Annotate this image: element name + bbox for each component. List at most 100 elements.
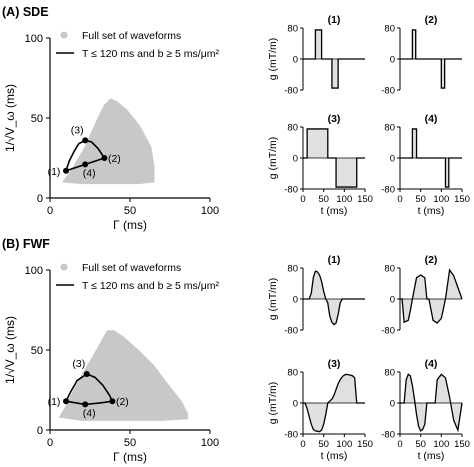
waveform-label: (3) (328, 113, 341, 125)
waveform-label: (4) (425, 358, 438, 370)
waveform-fill (303, 271, 365, 325)
waveform-line (400, 128, 462, 188)
waveform-line (303, 128, 365, 188)
y-tick-label: 80 (384, 264, 395, 275)
x-tick-label: 150 (357, 439, 373, 450)
waveform-grid-A: 800-80(1)g (mT/m)800-80(2)800-800 50 100 15… (267, 14, 470, 217)
y-tick-label: 100 (25, 33, 43, 45)
y-tick-label: 0 (293, 154, 298, 165)
y-tick-label: -80 (284, 86, 298, 97)
x-tick-label: 50 (415, 194, 426, 205)
point-label: (2) (116, 396, 129, 408)
panel-heading-text: (B) FWF (2, 237, 50, 251)
waveform-label: (1) (328, 254, 341, 266)
y-tick-label: 0 (37, 193, 43, 205)
legend-label-selected: T ≤ 120 ms and b ≥ 5 ms/μm² (82, 48, 220, 60)
x-tick-label: 0 (47, 437, 53, 449)
x-axis-label: Γ (ms) (113, 450, 147, 464)
legend-label-full-set: Full set of waveforms (82, 30, 181, 42)
legend: Full set of waveforms T ≤ 120 ms and b ≥ … (56, 30, 220, 60)
waveform-fill (303, 128, 365, 188)
selected-point (63, 167, 69, 174)
y-tick-label: 80 (384, 123, 395, 134)
selected-point (83, 371, 90, 377)
x-tick-label: 0 (300, 439, 305, 450)
waveform-plot: 80 0 -80 (2) (381, 254, 463, 337)
x-tick-label: 100 (336, 194, 352, 205)
point-label: (3) (71, 124, 84, 136)
waveform-label: (2) (425, 254, 438, 266)
y-tick-label: 0 (293, 399, 298, 410)
waveform-label: (3) (328, 358, 341, 370)
y-tick-label: 0 (293, 55, 298, 66)
x-tick-label: 50 (318, 194, 329, 205)
waveform-label: (2) (425, 14, 438, 26)
selected-point (101, 155, 108, 161)
legend-label-full-set: Full set of waveforms (82, 262, 181, 274)
waveform-plot: 80 0 -80 (1) g (mT/m) (267, 14, 365, 97)
full-set-region (61, 98, 155, 185)
x-tick-label: 50 (415, 439, 426, 450)
panel-heading-text: (A) SDE (2, 5, 49, 19)
waveform-plot: 80 0 -80 (2) (381, 14, 462, 97)
y-tick-label: -80 (381, 86, 395, 97)
y-axis-label: g (mT/m) (267, 278, 279, 321)
y-tick-label: 0 (293, 295, 298, 306)
y-axis-label: 1/√V_ω (ms) (3, 316, 17, 384)
waveform-line (303, 373, 365, 433)
y-axis-label: g (mT/m) (267, 38, 279, 81)
y-tick-label: -80 (284, 326, 298, 337)
x-tick-label: 50 (124, 205, 136, 217)
y-axis-label: g (mT/m) (267, 382, 279, 425)
legend: Full set of waveforms T ≤ 120 ms and b ≥ … (56, 262, 220, 292)
y-tick-label: 0 (37, 425, 43, 437)
point-label: (4) (83, 407, 96, 419)
waveform-label: (1) (328, 14, 341, 26)
waveform-grid-B: 800-80(1)g (mT/m)800-80(2)800-800 50 100 15… (267, 254, 470, 462)
x-axis-label: Γ (ms) (113, 218, 147, 232)
x-tick-label: 100 (433, 439, 449, 450)
full-set-region (58, 330, 189, 421)
y-tick-label: 0 (390, 295, 395, 306)
y-tick-label: 100 (25, 265, 43, 277)
y-tick-label: 80 (287, 24, 298, 35)
waveform-fill (400, 128, 462, 188)
scatter-plot-A: 0 50 100 0 50 100 Γ (ms) 1/√V_ω (ms) (1) (2) (3) (4… (3, 30, 220, 232)
x-axis-label: t (ms) (321, 450, 348, 462)
y-tick-label: -80 (381, 185, 395, 196)
point-label: (3) (72, 358, 85, 370)
x-tick-label: 100 (201, 437, 219, 449)
waveform-line (400, 268, 463, 324)
x-tick-label: 50 (318, 439, 329, 450)
legend-label-selected: T ≤ 120 ms and b ≥ 5 ms/μm² (82, 280, 220, 292)
y-tick-label: 50 (31, 345, 43, 357)
x-tick-label: 0 (397, 439, 402, 450)
waveform-line (303, 270, 365, 326)
selected-point (82, 137, 89, 144)
panel-heading-A: (A) SDE (2, 5, 49, 19)
point-label: (1) (48, 166, 61, 178)
selected-point (82, 161, 89, 168)
y-tick-label: -80 (284, 430, 298, 441)
y-tick-label: 0 (390, 55, 395, 66)
y-tick-label: 80 (384, 24, 395, 35)
x-tick-label: 0 (300, 194, 305, 205)
x-tick-label: 0 (397, 194, 402, 205)
legend-marker-full-set (60, 31, 68, 39)
y-axis-label: 1/√V_ω (ms) (3, 84, 17, 152)
x-tick-label: 50 (124, 437, 136, 449)
y-tick-label: 50 (31, 113, 43, 125)
x-tick-label: 100 (201, 205, 219, 217)
waveform-plot: 80 0 -80 (1) g (mT/m) (267, 254, 365, 337)
selected-point (109, 398, 116, 405)
x-tick-label: 150 (357, 194, 373, 205)
y-tick-label: -80 (381, 326, 395, 337)
y-tick-label: 80 (384, 368, 395, 379)
point-label: (1) (48, 396, 61, 408)
x-axis-label: t (ms) (418, 205, 445, 217)
point-label: (2) (108, 153, 121, 165)
